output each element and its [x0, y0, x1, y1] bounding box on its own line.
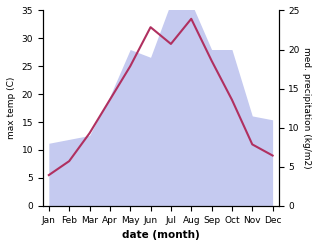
X-axis label: date (month): date (month)	[122, 230, 200, 240]
Y-axis label: med. precipitation (kg/m2): med. precipitation (kg/m2)	[302, 47, 311, 169]
Y-axis label: max temp (C): max temp (C)	[7, 77, 16, 139]
